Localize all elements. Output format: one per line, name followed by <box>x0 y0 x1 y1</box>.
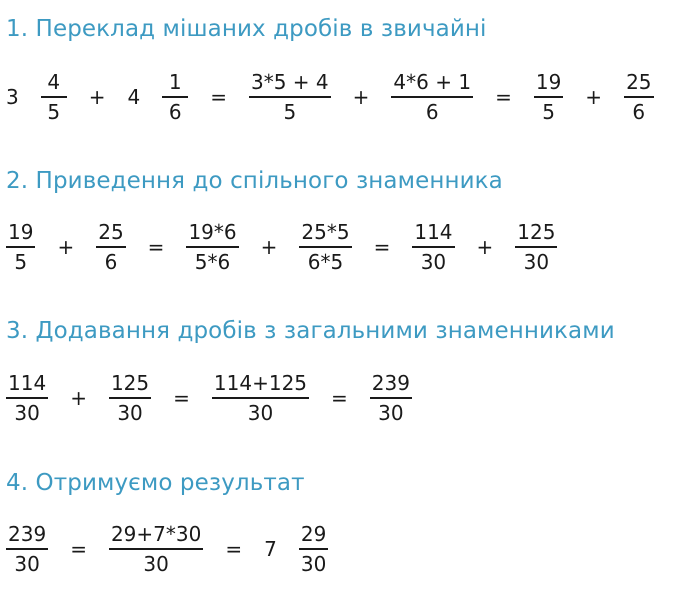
denominator: 5*6 <box>194 250 231 274</box>
whole-number: 4 <box>127 85 141 109</box>
fraction: 114+125 30 <box>211 373 310 425</box>
denominator: 6*5 <box>307 250 344 274</box>
denominator: 30 <box>378 401 404 425</box>
operator: = <box>331 386 348 410</box>
fraction: 114 30 <box>412 222 455 274</box>
operator: + <box>585 85 603 109</box>
math-expression: 3 4 5 +4 1 6 = 3*5 + 4 5 +4*6 + 1 6 = 19 5 +25 6 <box>6 72 674 122</box>
numerator: 114+125 <box>211 373 310 399</box>
numerator: 19*6 <box>186 222 239 248</box>
denominator: 30 <box>14 401 40 425</box>
numerator: 125 <box>515 222 558 248</box>
denominator: 6 <box>425 100 439 124</box>
denominator: 30 <box>143 552 169 576</box>
denominator: 5 <box>47 100 61 124</box>
fraction: 125 30 <box>108 373 152 425</box>
denominator: 30 <box>247 401 274 425</box>
numerator: 125 <box>108 373 152 399</box>
denominator: 5 <box>283 100 297 124</box>
fraction: 25 6 <box>624 72 654 124</box>
numerator: 29 <box>298 524 329 550</box>
denominator: 6 <box>632 100 646 124</box>
numerator: 239 <box>369 373 412 399</box>
fraction: 29+7*30 30 <box>108 524 204 576</box>
numerator: 114 <box>6 373 49 399</box>
numerator: 25 <box>624 72 654 98</box>
numerator: 4*6 + 1 <box>391 72 474 98</box>
operator: = <box>225 537 243 561</box>
section-heading: 2. Приведення до спільного знаменника <box>6 168 503 194</box>
fraction: 19 5 <box>6 222 36 274</box>
denominator: 30 <box>117 401 143 425</box>
math-expression: 114 30 +125 30 = 114+125 30 = 239 30 <box>6 373 434 423</box>
operator: + <box>70 386 87 410</box>
denominator: 30 <box>300 552 327 576</box>
denominator: 30 <box>14 552 40 576</box>
fraction: 25 6 <box>96 222 126 274</box>
denominator: 6 <box>104 250 118 274</box>
fraction: 19 5 <box>533 72 564 124</box>
operator: = <box>173 386 190 410</box>
numerator: 25*5 <box>299 222 352 248</box>
numerator: 1 <box>162 72 189 98</box>
operator: + <box>57 235 75 259</box>
operator: + <box>352 85 370 109</box>
math-expression: 239 30 = 29+7*30 30 = 7 29 30 <box>6 524 350 574</box>
numerator: 114 <box>412 222 455 248</box>
numerator: 19 <box>6 222 36 248</box>
section-heading: 1. Переклад мішаних дробів в звичайні <box>6 16 487 42</box>
fraction: 29 30 <box>298 524 329 576</box>
fraction: 125 30 <box>515 222 558 274</box>
denominator: 5 <box>542 100 555 124</box>
numerator: 4 <box>40 72 67 98</box>
operator: = <box>147 235 165 259</box>
numerator: 25 <box>96 222 126 248</box>
fraction: 239 30 <box>6 524 49 576</box>
fraction: 114 30 <box>6 373 49 425</box>
operator: + <box>88 85 106 109</box>
operator: = <box>70 537 87 561</box>
operator: + <box>260 235 278 259</box>
denominator: 6 <box>168 100 182 124</box>
operator: = <box>210 85 227 109</box>
numerator: 29+7*30 <box>108 524 204 550</box>
numerator: 3*5 + 4 <box>249 72 331 98</box>
numerator: 19 <box>533 72 564 98</box>
whole-number: 7 <box>264 537 277 561</box>
operator: = <box>495 85 512 109</box>
section-heading: 4. Отримуємо результат <box>6 470 305 496</box>
section-heading: 3. Додавання дробів з загальними знаменн… <box>6 318 615 344</box>
denominator: 5 <box>14 250 28 274</box>
denominator: 30 <box>420 250 447 274</box>
denominator: 30 <box>523 250 550 274</box>
fraction: 239 30 <box>369 373 412 425</box>
operator: = <box>373 235 391 259</box>
numerator: 239 <box>6 524 49 550</box>
whole-number: 3 <box>6 85 19 109</box>
operator: + <box>476 235 494 259</box>
fraction: 19*6 5*6 <box>186 222 239 274</box>
fraction: 25*5 6*5 <box>299 222 352 274</box>
math-expression: 19 5 +25 6 = 19*6 5*6 +25*5 6*5 = 114 30 +125 30 <box>6 222 579 272</box>
